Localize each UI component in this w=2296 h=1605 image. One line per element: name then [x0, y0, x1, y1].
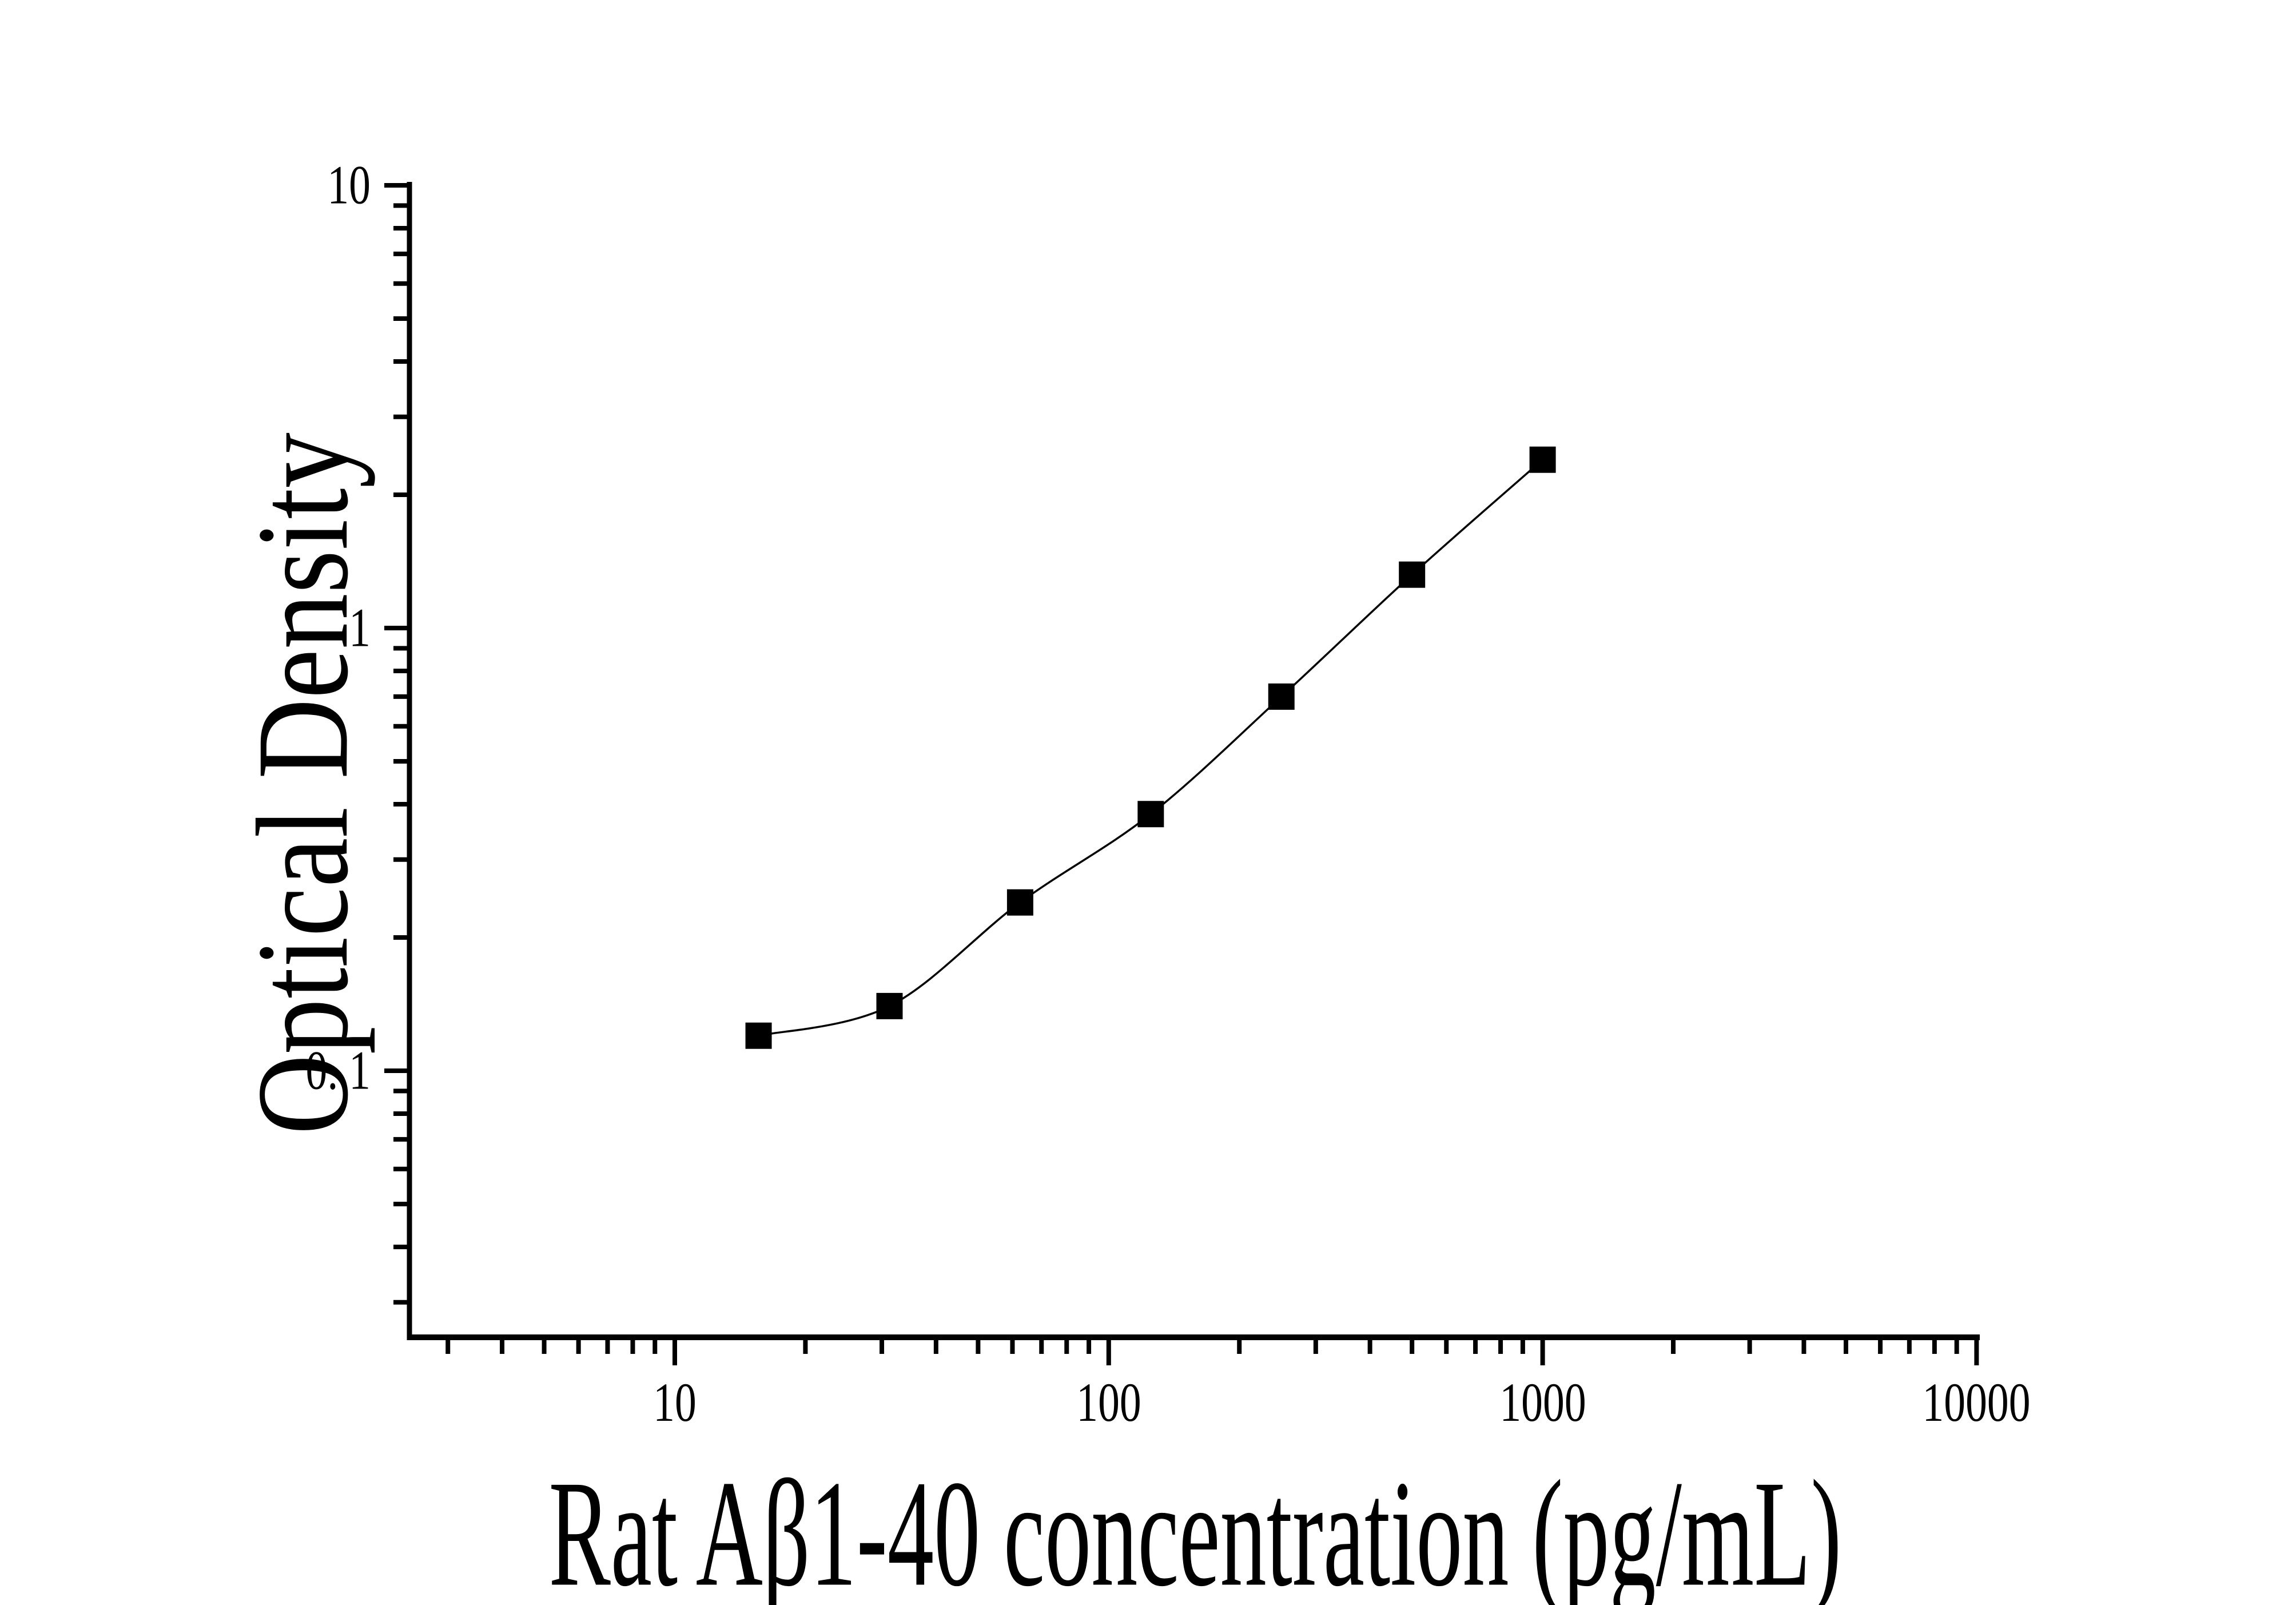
data-point-marker [1399, 561, 1426, 588]
data-point-marker [1529, 446, 1556, 473]
data-point-marker [745, 1022, 772, 1049]
y-tick-label: 1 [349, 598, 371, 658]
x-tick-label: 1000 [1499, 1372, 1586, 1433]
curve-line [758, 459, 1543, 1037]
y-axis-title: Optical Density [230, 432, 376, 1135]
x-axis-title: Rat Aβ1-40 concentration (pg/mL) [548, 1449, 1842, 1605]
y-tick-label: 0. 1 [305, 1040, 371, 1101]
x-tick-label: 100 [1076, 1372, 1141, 1433]
data-point-marker [1137, 801, 1164, 828]
x-tick-label: 10 [653, 1372, 697, 1433]
data-point-marker [1006, 889, 1033, 916]
data-point-marker [876, 992, 903, 1019]
data-point-marker [1268, 683, 1295, 710]
y-tick-label: 10 [327, 155, 371, 216]
x-tick-label: 10000 [1922, 1372, 2031, 1433]
